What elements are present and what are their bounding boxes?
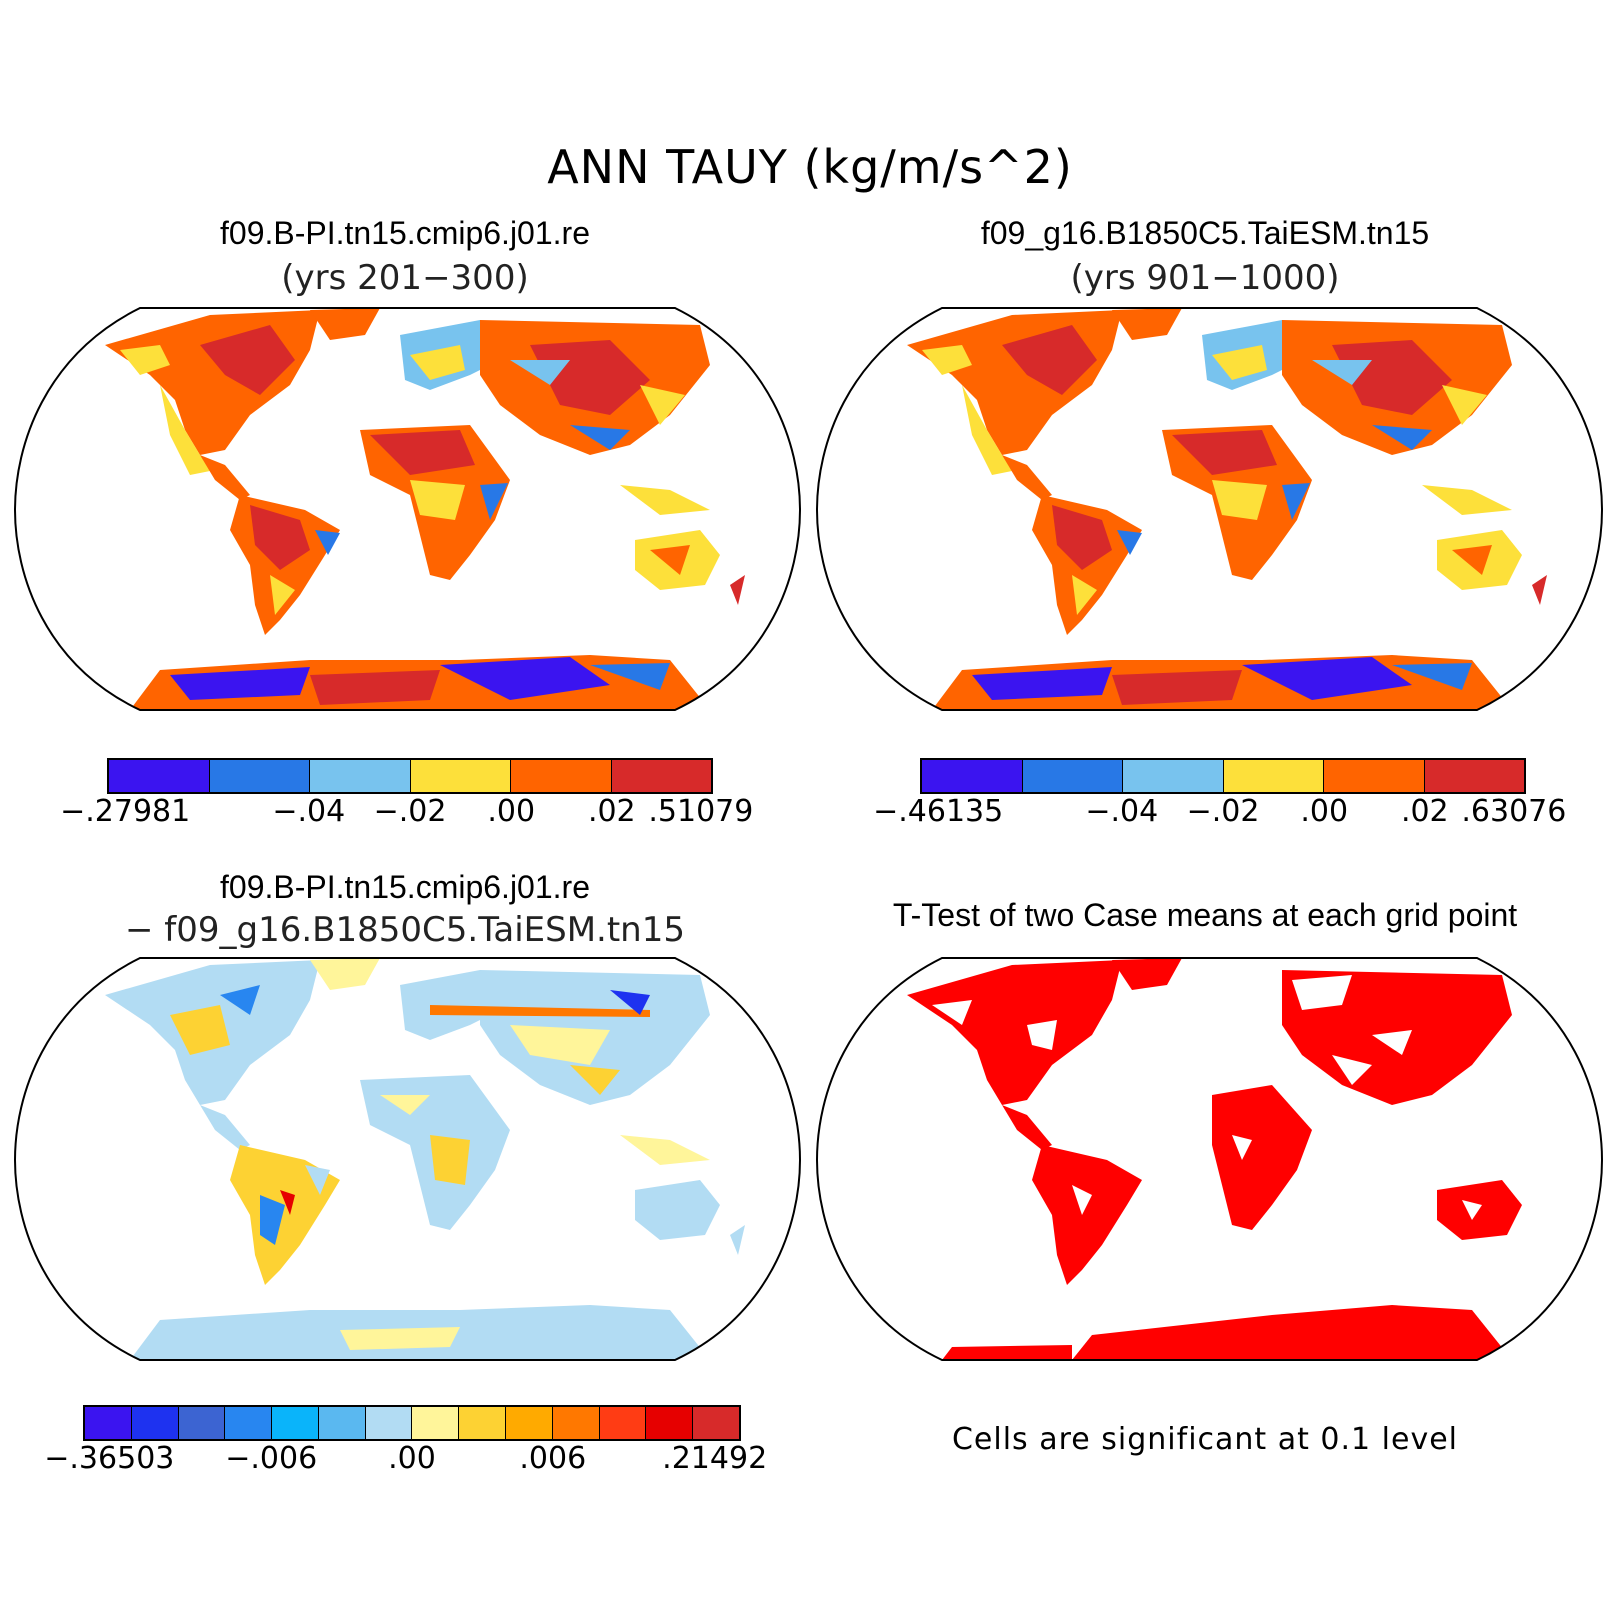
panel4-sig-cells <box>907 958 1522 1360</box>
colorbar-tick-label: .63076 <box>1461 794 1567 829</box>
panel4-title: T-Test of two Case means at each grid po… <box>892 897 1518 933</box>
colorbar-segment <box>85 1407 132 1439</box>
colorbar-segment <box>599 1407 647 1439</box>
panel1-map <box>13 307 802 711</box>
colorbar-segment <box>365 1407 413 1439</box>
colorbar-segment <box>693 1407 739 1439</box>
panel1-subtitle: (yrs 201−300) <box>281 258 529 298</box>
colorbar-tick-label: .02 <box>1400 794 1449 829</box>
panel1-title: f09.B-PI.tn15.cmip6.j01.re <box>220 215 590 251</box>
panel1-land <box>105 308 745 710</box>
colorbar-segment <box>611 760 711 792</box>
panel3-map <box>13 957 802 1361</box>
colorbar-segment <box>511 760 612 792</box>
colorbar-tick-label: .00 <box>1300 794 1349 829</box>
panel2-title: f09_g16.B1850C5.TaiESM.tn15 <box>980 215 1430 251</box>
colorbar-tick-label: −.04 <box>272 794 346 829</box>
colorbar-segment <box>552 1407 600 1439</box>
panel2-land <box>907 308 1547 710</box>
colorbar-tick-label: .00 <box>487 794 536 829</box>
colorbar-tick-label: .51079 <box>648 794 754 829</box>
colorbar-segment <box>1022 760 1123 792</box>
figure-title: ANN TAUY (kg/m/s^2) <box>547 140 1073 194</box>
colorbar-segment <box>922 760 1023 792</box>
colorbar-tick-label: −.46135 <box>873 794 1004 829</box>
colorbar-tick-label: .00 <box>388 1441 436 1476</box>
colorbar-tick-label: .21492 <box>662 1441 768 1476</box>
panel2-colorbar: −.46135 −.04 −.02 .00 .02 .63076 <box>873 758 1566 834</box>
colorbar-segment <box>646 1407 694 1439</box>
colorbar-segment <box>318 1407 366 1439</box>
colorbar-segment <box>272 1407 319 1439</box>
colorbar-segment <box>1223 760 1324 792</box>
panel4-nonsig-gaps <box>932 975 1482 1220</box>
colorbar-segment <box>310 760 411 792</box>
panel1-colorbar: −.27981 −.04 −.02 .00 .02 .51079 <box>60 758 753 834</box>
colorbar-segment <box>412 1407 460 1439</box>
colorbar-tick-label: −.02 <box>373 794 447 829</box>
colorbar-tick-label: −.02 <box>1186 794 1260 829</box>
colorbar-segment <box>178 1407 226 1439</box>
panel3-title: f09.B-PI.tn15.cmip6.j01.re <box>220 869 590 905</box>
panel3-colorbar: −.36503 −.006 .00 .006 .21492 <box>44 1405 767 1481</box>
colorbar-segment <box>109 760 210 792</box>
colorbar-segment <box>131 1407 179 1439</box>
panel4-map <box>815 957 1604 1361</box>
panel3-subtitle: − f09_g16.B1850C5.TaiESM.tn15 <box>125 910 685 950</box>
colorbar-segment <box>459 1407 507 1439</box>
panel3-land <box>105 958 745 1360</box>
colorbar-segment <box>506 1407 553 1439</box>
colorbar-tick-label: −.04 <box>1085 794 1159 829</box>
colorbar-tick-label: .006 <box>519 1441 587 1476</box>
colorbar-segment <box>1123 760 1224 792</box>
colorbar-segment <box>1424 760 1524 792</box>
panel2-subtitle: (yrs 901−1000) <box>1070 258 1340 298</box>
panel2-map <box>815 307 1604 711</box>
colorbar-segment <box>225 1407 273 1439</box>
colorbar-segment <box>1324 760 1425 792</box>
colorbar-segment <box>410 760 511 792</box>
significance-note: Cells are significant at 0.1 level <box>951 1422 1458 1457</box>
colorbar-tick-label: −.27981 <box>60 794 191 829</box>
colorbar-tick-label: .02 <box>587 794 636 829</box>
colorbar-tick-label: −.006 <box>225 1441 318 1476</box>
colorbar-tick-label: −.36503 <box>44 1441 175 1476</box>
colorbar-segment <box>209 760 310 792</box>
